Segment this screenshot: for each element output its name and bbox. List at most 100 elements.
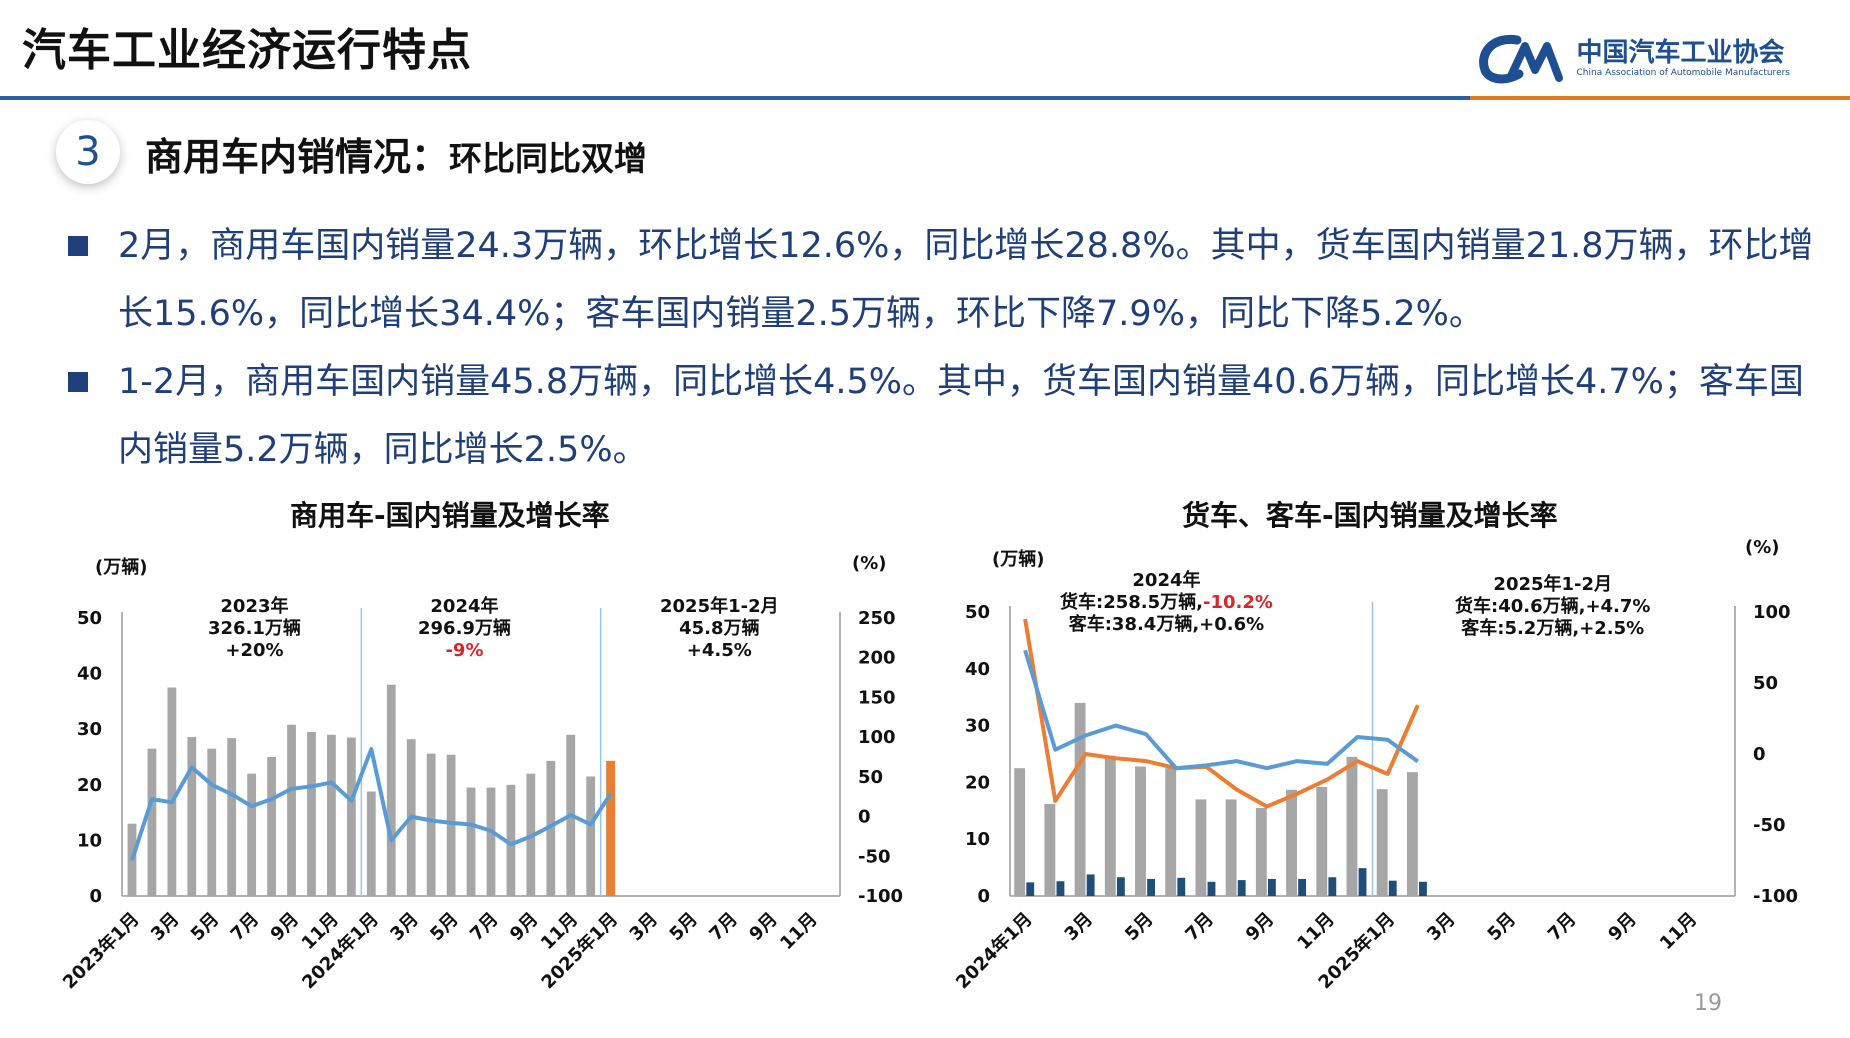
chart1-bar xyxy=(327,734,336,896)
chart2-title: 货车、客车-国内销量及增长率 xyxy=(1182,499,1558,532)
caam-logo-icon xyxy=(1478,34,1563,84)
chart1-bar xyxy=(287,724,296,896)
chart2-y-tick-label: 20 xyxy=(965,772,990,793)
chart2-y2-tick-label: 100 xyxy=(1753,602,1791,623)
section-heading: 商用车内销情况：环比同比双增 xyxy=(145,126,647,181)
chart1-bar xyxy=(247,773,257,896)
chart2-y-tick-label: 50 xyxy=(965,602,990,623)
chart2-period-2024: 2024年 货车:258.5万辆,-10.2% 客车:38.4万辆,+0.6% xyxy=(1060,570,1273,636)
chart1-bar xyxy=(546,760,556,896)
period-prefix: 货车:258.5万辆, xyxy=(1060,592,1203,613)
period-year: 2024年 xyxy=(1132,570,1201,591)
chart1-period-2024: 2024年 296.9万辆 -9% xyxy=(418,596,511,662)
chart2-bar xyxy=(1116,877,1125,896)
chart1-bar xyxy=(167,687,177,896)
chart2-bar xyxy=(1086,874,1095,896)
bullet-text: 1-2月，商用车国内销量45.8万辆，同比增长4.5%。其中，货车国内销量40.… xyxy=(118,362,1804,470)
period-year: 2025年1-2月 xyxy=(660,596,779,617)
chart2-bar xyxy=(1056,881,1065,896)
chart2-bar xyxy=(1286,789,1297,896)
chart2-bar xyxy=(1074,702,1086,896)
chart2-bar xyxy=(1376,789,1388,896)
chart2-bar xyxy=(1255,807,1267,896)
chart2-bar xyxy=(1014,768,1026,896)
chart1-bar xyxy=(307,731,316,896)
chart2-bar xyxy=(1298,878,1307,896)
page-title: 汽车工业经济运行特点 xyxy=(22,25,472,76)
chart2-x-tick-label: 3月 xyxy=(1423,909,1459,945)
period-year: 2023年 xyxy=(220,596,289,617)
chart2-growth-line xyxy=(1023,649,1419,771)
chart2-bar xyxy=(1044,803,1056,896)
period-growth: -9% xyxy=(445,640,484,661)
logo-en: China Association of Automobile Manufact… xyxy=(1576,68,1790,78)
chart1-y2-tick-label: 150 xyxy=(858,687,896,708)
period-line: 客车:5.2万辆,+2.5% xyxy=(1455,618,1650,640)
chart1-bar xyxy=(586,776,596,896)
chart2-x-tick-label: 7月 xyxy=(1181,909,1217,945)
period-year: 2024年 xyxy=(430,596,499,617)
chart1-bar xyxy=(426,753,436,896)
bullet-list: 2月，商用车国内销量24.3万辆，环比增长12.6%，同比增长28.8%。其中，… xyxy=(66,212,1826,484)
chart2-bar xyxy=(1195,799,1207,896)
chart1-y-tick-label: 20 xyxy=(77,775,102,796)
period-prefix: 货车:40.6万辆, xyxy=(1455,596,1586,617)
chart2-y-tick-label: 10 xyxy=(965,829,990,850)
chart1-bar xyxy=(227,738,237,896)
chart2-x-tick-label: 9月 xyxy=(1242,909,1278,945)
chart2-period-2025: 2025年1-2月 货车:40.6万辆,+4.7% 客车:5.2万辆,+2.5% xyxy=(1455,574,1650,640)
chart1-y2-tick-label: 250 xyxy=(858,608,896,629)
bullet-square-icon xyxy=(68,372,88,392)
chart1-y2-tick-label: 200 xyxy=(858,648,896,669)
chart2-x-tick-label: 5月 xyxy=(1121,909,1157,945)
chart2-bar xyxy=(1328,877,1337,896)
chart2-bar xyxy=(1346,756,1358,896)
bullet-item: 2月，商用车国内销量24.3万辆，环比增长12.6%，同比增长28.8%。其中，… xyxy=(66,212,1826,348)
chart1-left-unit: (万辆) xyxy=(95,557,148,578)
chart2-y2-tick-label: -50 xyxy=(1753,815,1786,836)
chart2-bar xyxy=(1147,878,1155,896)
chart2-bar xyxy=(1419,881,1427,896)
chart2-right-unit: (%) xyxy=(1745,537,1780,558)
period-growth: +2.5% xyxy=(1579,618,1645,639)
chart1-bar xyxy=(207,748,217,896)
chart1-y-tick-label: 40 xyxy=(77,664,102,685)
chart2-bar xyxy=(1135,766,1146,896)
period-line: 客车:38.4万辆,+0.6% xyxy=(1060,614,1273,636)
period-total: 326.1万辆 xyxy=(208,618,301,639)
chart2-bar xyxy=(1177,877,1186,896)
chart2-bar xyxy=(1026,882,1035,896)
period-growth: -10.2% xyxy=(1202,592,1273,613)
chart2-y2-tick-label: -100 xyxy=(1753,886,1798,907)
bullet-item: 1-2月，商用车国内销量45.8万辆，同比增长4.5%。其中，货车国内销量40.… xyxy=(66,348,1826,484)
chart1-bar xyxy=(506,784,516,896)
chart1-bar xyxy=(466,787,476,896)
bullet-square-icon xyxy=(68,236,88,256)
chart1-bar xyxy=(366,791,376,896)
chart2-x-tick-label: 5月 xyxy=(1484,909,1520,945)
chart1-bar xyxy=(346,737,356,896)
chart2-growth-line xyxy=(1023,618,1420,809)
chart1-right-unit: (%) xyxy=(852,553,887,574)
chart2-left-unit: (万辆) xyxy=(992,549,1045,570)
chart2-x-tick-label: 3月 xyxy=(1061,909,1097,945)
chart2-x-tick-label: 11月 xyxy=(1656,909,1701,954)
chart2-x-tick-label: 2024年1月 xyxy=(951,908,1036,993)
chart2-bar xyxy=(1267,878,1276,896)
chart2-y-tick-label: 40 xyxy=(965,659,990,680)
page-number: 19 xyxy=(1694,991,1722,1016)
chart2-x-tick-label: 9月 xyxy=(1604,909,1640,945)
chart2-y2-tick-label: 0 xyxy=(1753,744,1766,765)
chart2-bar xyxy=(1237,880,1246,896)
chart1-bar xyxy=(147,748,157,896)
section-title: 商用车内销情况： xyxy=(145,135,450,179)
period-total: 45.8万辆 xyxy=(679,618,760,639)
chart1-bar xyxy=(187,736,197,896)
chart2-bar xyxy=(1225,799,1237,896)
chart1-y2-tick-label: -100 xyxy=(858,886,903,907)
chart1-y-tick-label: 10 xyxy=(77,830,102,851)
chart1-bar xyxy=(446,754,456,896)
logo: 中国汽车工业协会 China Association of Automobile… xyxy=(1477,32,1790,86)
